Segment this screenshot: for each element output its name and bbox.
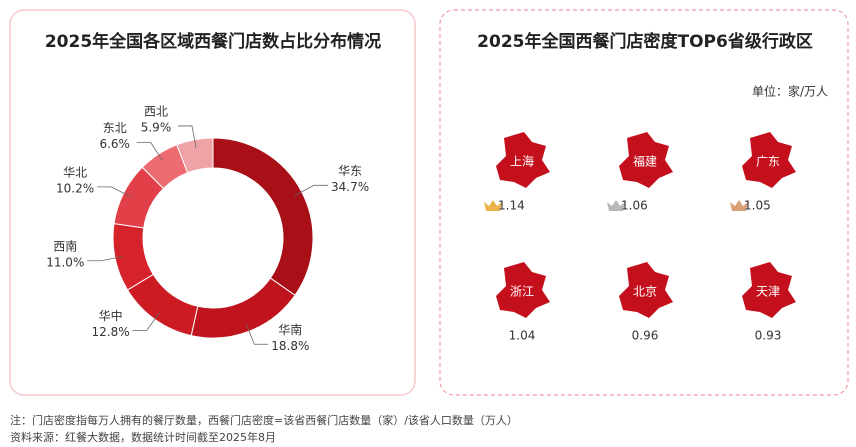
density-value: 1.06: [621, 199, 648, 213]
leader-line: [97, 186, 131, 198]
leader-line: [136, 142, 164, 162]
slice-value: 5.9%: [141, 120, 172, 134]
crown-icon: [730, 200, 748, 211]
ranking-title: 2025年全国西餐门店密度TOP6省级行政区: [477, 32, 813, 52]
donut-slice: [176, 137, 214, 174]
leader-line: [87, 255, 123, 262]
density-value: 1.05: [744, 199, 771, 213]
province-name: 福建: [633, 154, 657, 169]
province-shape: [496, 132, 550, 188]
left-panel: [9, 9, 416, 396]
density-value: 1.04: [509, 329, 536, 343]
slice-label: 华南: [278, 322, 302, 337]
slice-label: 西北: [144, 104, 168, 118]
slice-label: 西南: [53, 238, 77, 253]
slice-label: 华北: [63, 165, 87, 179]
slice-value: 12.8%: [92, 325, 130, 339]
province-map: 北京: [619, 262, 673, 318]
leader-line: [245, 323, 269, 345]
province-map: 浙江: [496, 262, 550, 318]
province-shape: [742, 132, 796, 188]
province-shape: [619, 132, 673, 188]
province-shape: [619, 262, 673, 318]
donut-slice: [212, 137, 314, 296]
slice-label: 华中: [99, 308, 123, 323]
province-map: 上海: [496, 132, 550, 188]
slice-value: 34.7%: [331, 180, 369, 194]
crown-icon: [484, 200, 502, 211]
slice-value: 6.6%: [99, 137, 130, 151]
slice-value: 18.8%: [271, 339, 309, 353]
province-map: 天津: [742, 262, 796, 318]
slice-value: 10.2%: [56, 181, 94, 195]
province-name: 上海: [510, 154, 534, 169]
province-map: 福建: [619, 132, 673, 188]
note: 注：门店密度指每万人拥有的餐厅数量，西餐门店密度=该省西餐门店数量（家）/该省人…: [10, 414, 518, 427]
slice-label: 东北: [103, 121, 127, 135]
province-shape: [742, 262, 796, 318]
province-shape: [496, 262, 550, 318]
chart-title: 2025年全国各区域西餐门店数占比分布情况: [44, 32, 382, 52]
density-value: 0.96: [632, 329, 659, 343]
leader-line: [177, 125, 197, 148]
province-name: 北京: [633, 285, 657, 299]
leader-line: [294, 184, 329, 196]
province-name: 浙江: [510, 285, 534, 299]
unit-label: 单位：家/万人: [752, 84, 828, 99]
crown-icon: [607, 200, 625, 211]
source: 资料来源：红餐大数据，数据统计时间截至2025年8月: [10, 431, 276, 444]
leader-line: [132, 312, 160, 332]
slice-label: 华东: [338, 164, 362, 178]
province-name: 天津: [756, 285, 780, 299]
density-value: 0.93: [755, 329, 782, 343]
province-map: 广东: [742, 132, 796, 188]
density-value: 1.14: [498, 199, 525, 213]
province-name: 广东: [756, 155, 780, 169]
slice-value: 11.0%: [46, 255, 84, 269]
